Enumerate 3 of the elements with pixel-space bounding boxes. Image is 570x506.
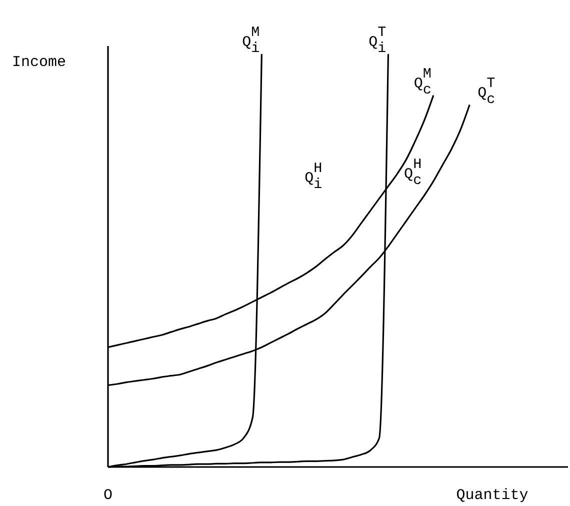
text: O: [103, 487, 113, 504]
y-axis-title: Income: [12, 54, 66, 71]
x-axis-title: Quantity: [456, 487, 528, 504]
